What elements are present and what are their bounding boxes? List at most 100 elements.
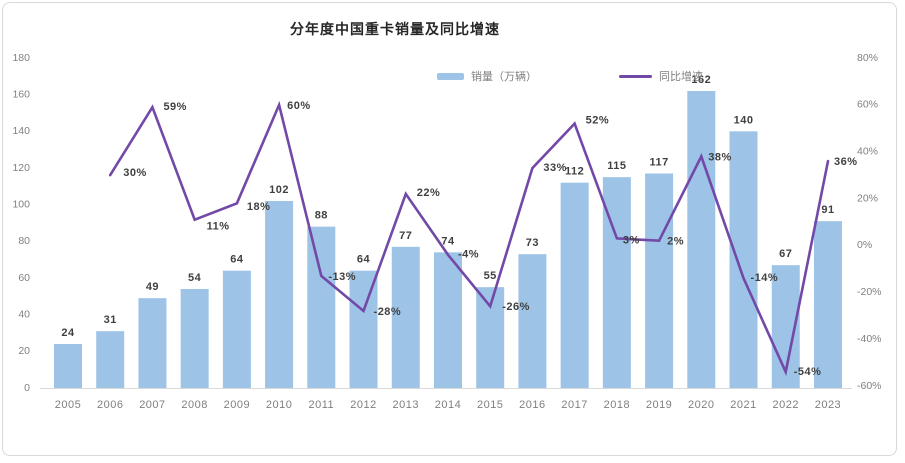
left-axis-tick-label: 60: [18, 272, 30, 284]
bar-value-label: 88: [315, 210, 328, 222]
growth-point-label: 60%: [287, 100, 311, 112]
left-axis-tick-label: 80: [18, 235, 30, 247]
legend-sales-label: 销量（万辆）: [471, 71, 537, 83]
bar-value-label: 55: [484, 270, 497, 282]
x-category-label: 2023: [815, 399, 841, 411]
legend: 销量（万辆） 同比增速: [437, 68, 703, 84]
growth-point-label: 18%: [247, 201, 271, 213]
growth-point-label: 2%: [667, 236, 684, 248]
chart-title: 分年度中国重卡销量及同比增速: [290, 21, 500, 37]
right-axis-tick-label: 20%: [857, 192, 878, 204]
x-category-label: 2020: [688, 399, 714, 411]
growth-point-label: -14%: [751, 272, 779, 284]
growth-point-label: 52%: [586, 115, 610, 127]
bar-value-label: 64: [357, 254, 371, 266]
bar-value-label: 77: [399, 230, 412, 242]
legend-line-swatch-icon: [619, 74, 652, 78]
growth-point-label: 33%: [543, 162, 567, 174]
x-category-label: 2015: [477, 399, 503, 411]
legend-bar-swatch-icon: [437, 72, 464, 80]
sales-bar: [729, 131, 758, 389]
bar-value-label: 102: [269, 184, 289, 196]
bar-value-label: 140: [734, 114, 754, 126]
x-category-label: 2008: [181, 399, 207, 411]
sales-bar: [96, 331, 125, 388]
growth-point-label: 22%: [417, 187, 441, 199]
sales-bar: [560, 182, 589, 388]
bar-value-label: 91: [821, 204, 834, 216]
bar-value-label: 115: [607, 160, 626, 172]
bar-value-label: 64: [230, 254, 244, 266]
right-axis-tick-label: 80%: [857, 52, 878, 64]
sales-bar: [180, 289, 209, 388]
left-axis-tick-label: 160: [12, 88, 30, 100]
bar-value-label: 24: [61, 327, 75, 339]
left-axis-tick-label: 20: [18, 345, 30, 357]
left-axis-tick-label: 0: [24, 382, 30, 394]
x-category-label: 2011: [308, 399, 334, 411]
left-axis-tick-label: 120: [12, 162, 30, 174]
legend-item-sales: 销量（万辆）: [437, 68, 537, 84]
sales-bar: [433, 252, 462, 388]
sales-bar: [54, 344, 82, 388]
growth-point-label: -28%: [374, 306, 402, 318]
sales-bar: [222, 270, 251, 388]
x-category-label: 2013: [393, 399, 419, 411]
x-category-label: 2016: [519, 399, 545, 411]
bar-value-label: 162: [691, 74, 711, 86]
growth-point-label: 3%: [623, 234, 640, 246]
bar-value-label: 54: [188, 272, 202, 284]
bar-value-label: 49: [146, 281, 159, 293]
x-category-label: 2017: [561, 399, 587, 411]
growth-point-label: -4%: [458, 249, 479, 261]
growth-line: [108, 100, 830, 377]
sales-bar: [265, 201, 294, 388]
right-axis-tick-label: -20%: [857, 286, 882, 298]
sales-bar: [307, 226, 336, 388]
x-category-label: 2018: [604, 399, 630, 411]
left-axis-tick-label: 180: [12, 52, 30, 64]
sales-bar: [391, 246, 420, 388]
bar-value-label: 73: [526, 237, 539, 249]
growth-point-label: 30%: [123, 167, 147, 179]
sales-bar: [813, 221, 842, 388]
left-axis-tick-label: 40: [18, 308, 30, 320]
left-axis-tick-label: 100: [12, 198, 30, 210]
right-axis-tick-label: -60%: [857, 380, 882, 392]
left-axis-tick-label: 140: [12, 125, 30, 137]
x-category-label: 2014: [435, 399, 461, 411]
bar-value-label: 117: [649, 157, 668, 169]
x-category-label: 2010: [266, 399, 292, 411]
sales-bar: [645, 173, 674, 388]
bar-value-label: 31: [104, 314, 117, 326]
growth-point-label: -26%: [502, 301, 530, 313]
sales-bar: [687, 91, 716, 388]
right-axis-tick-label: 40%: [857, 145, 878, 157]
growth-point-label: 59%: [163, 101, 187, 113]
bar-value-label: 74: [441, 235, 455, 247]
sales-bar: [138, 298, 167, 388]
growth-point-label: 38%: [708, 151, 732, 163]
x-category-label: 2007: [139, 399, 165, 411]
x-category-label: 2012: [350, 399, 376, 411]
right-axis-tick-label: 60%: [857, 99, 878, 111]
legend-growth-label: 同比增速: [659, 71, 703, 83]
growth-point-label: -13%: [328, 271, 356, 283]
x-category-label: 2005: [55, 399, 81, 411]
right-axis-tick-label: -40%: [857, 333, 882, 345]
bar-value-label: 67: [779, 248, 792, 260]
growth-point-label: -54%: [794, 366, 822, 378]
growth-point-label: 36%: [834, 156, 858, 168]
legend-item-growth: 同比增速: [619, 68, 703, 84]
x-category-label: 2021: [730, 399, 756, 411]
x-category-label: 2009: [224, 399, 250, 411]
right-axis-tick-label: 0%: [857, 239, 872, 251]
bar-value-label: 112: [565, 166, 584, 178]
sales-bar: [518, 254, 547, 388]
x-category-label: 2022: [772, 399, 798, 411]
x-category-label: 2019: [646, 399, 672, 411]
x-category-label: 2006: [97, 399, 123, 411]
sales-bar: [349, 270, 378, 388]
growth-point-label: 11%: [207, 221, 230, 233]
